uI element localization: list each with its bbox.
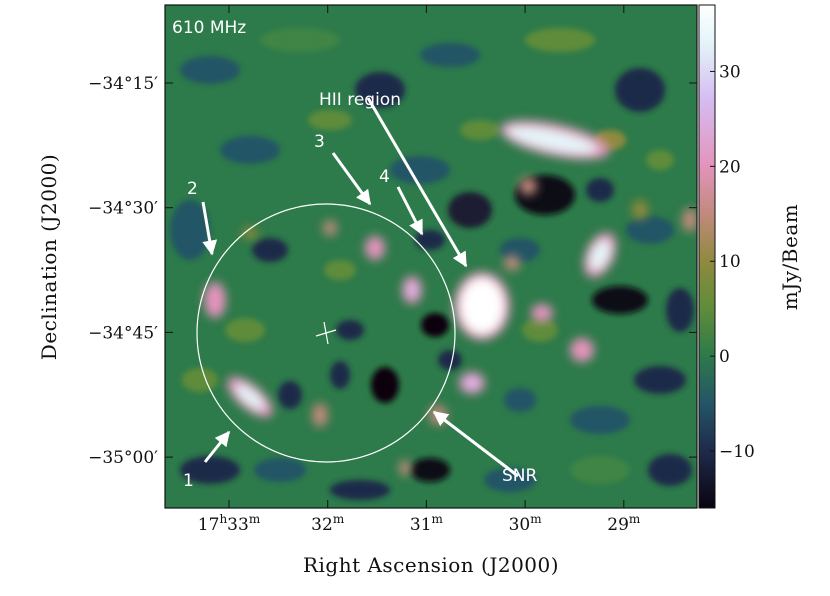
colorbar (698, 4, 716, 509)
colorbar-tick-label-0: 30 (719, 62, 741, 82)
arrow-3 (331, 152, 372, 206)
arrow-1 (203, 430, 231, 463)
arrow-2 (201, 201, 218, 256)
plot-frame (164, 4, 698, 509)
source-label-1: 1 (183, 471, 194, 491)
colorbar-title: mJy/Beam (778, 204, 802, 310)
arrow-4 (396, 186, 424, 236)
x-tick-label-2: 31m (410, 512, 444, 535)
x-tick-label-3: 30m (509, 512, 543, 535)
frequency-label: 610 MHz (172, 18, 246, 38)
colorbar-tick-label-4: −10 (719, 442, 755, 462)
x-tick-label-4: 29m (607, 512, 641, 535)
snr-circle (196, 203, 456, 463)
noise-texture (170, 28, 694, 500)
y-tick-label-0: −34°15′ (88, 74, 158, 94)
hii-arrow (366, 97, 468, 268)
source-label-3: 3 (314, 132, 325, 152)
y-axis-title: Declination (J2000) (37, 154, 61, 360)
x-tick-label-1: 32m (311, 512, 345, 535)
colorbar-tick-label-1: 20 (719, 157, 741, 177)
hii-region-label: HII region (319, 90, 401, 110)
map-image: 610 MHz HII region SNR 1 2 3 4 (165, 5, 697, 508)
center-cross (315, 321, 337, 345)
x-tick-label-0: 17h33m (198, 512, 261, 535)
annotation-arrows (201, 97, 519, 478)
source-label-2: 2 (187, 179, 198, 199)
snr-arrow (432, 410, 519, 478)
x-axis-title: Right Ascension (J2000) (303, 553, 559, 577)
y-tick-label-1: −34°30′ (88, 199, 158, 219)
colorbar-tick-label-2: 10 (719, 252, 741, 272)
snr-label: SNR (502, 466, 538, 486)
y-axis: −34°15′ −34°30′ −34°45′ −35°00′ (88, 74, 697, 468)
y-tick-label-3: −35°00′ (88, 448, 158, 468)
colorbar-tick-label-3: 0 (719, 347, 730, 367)
colorbar-ticks: 30 20 10 0 −10 (710, 62, 755, 462)
y-tick-label-2: −34°45′ (88, 323, 158, 343)
source-label-4: 4 (379, 167, 390, 187)
